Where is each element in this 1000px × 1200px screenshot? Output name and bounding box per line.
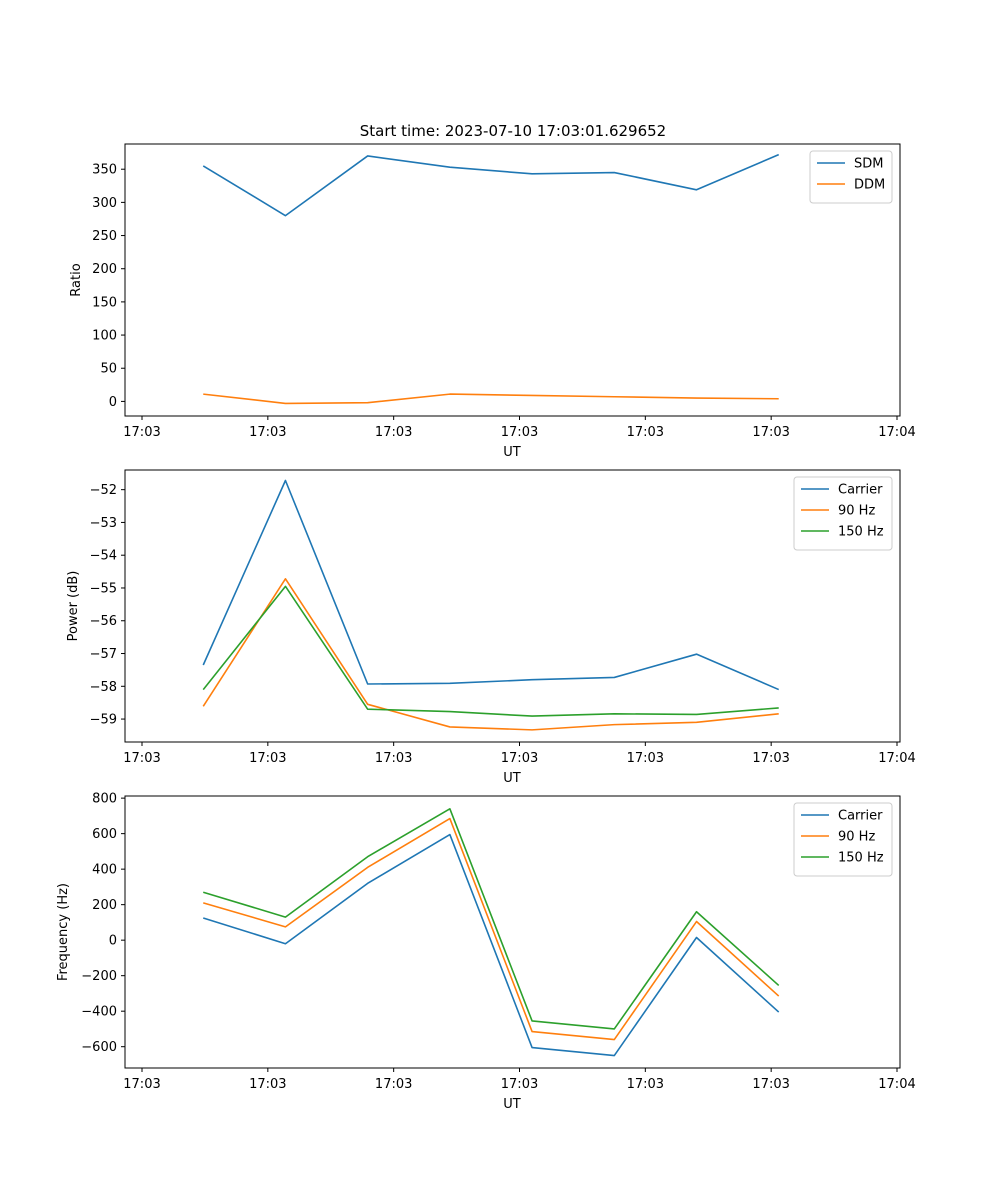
ratio-y-tick-label: 350	[92, 163, 117, 178]
power-x-tick-label: 17:03	[752, 751, 789, 766]
frequency-series-line-carrier	[203, 833, 780, 1057]
ratio-y-tick-label: 100	[92, 329, 117, 344]
ratio-axes-frame	[124, 143, 901, 417]
power-series-line-150-hz	[202, 585, 779, 717]
frequency-y-tick-label: −400	[81, 1005, 117, 1020]
ratio-x-tick-label: 17:03	[501, 425, 538, 440]
power-x-tick-label: 17:04	[878, 751, 915, 766]
frequency-series-line-150-hz	[203, 807, 780, 1030]
ratio-y-axis-label: Ratio	[69, 263, 84, 296]
frequency-y-tick-label: 800	[92, 792, 117, 807]
ratio-panel: 17:03 17:03 17:03 17:03 17:03 17:03 17:04 0 50 10…	[69, 143, 916, 460]
power-y-axis-label: Power (dB)	[66, 571, 81, 642]
frequency-y-tick-label: 200	[92, 898, 117, 913]
frequency-y-axis-label: Frequency (Hz)	[56, 883, 71, 981]
ratio-series-line-sdm	[202, 153, 780, 217]
frequency-x-tick-label: 17:03	[752, 1077, 789, 1092]
power-series-line-carrier	[202, 479, 780, 691]
frequency-x-tick-label: 17:04	[878, 1077, 915, 1092]
ratio-x-tick-label: 17:03	[752, 425, 789, 440]
frequency-legend-label: 150 Hz	[838, 851, 884, 866]
power-y-tick-label: −55	[90, 581, 117, 596]
power-legend-label: 150 Hz	[838, 525, 884, 540]
ratio-legend-label: DDM	[854, 178, 885, 193]
power-legend-label: 90 Hz	[838, 504, 875, 519]
frequency-x-tick-label: 17:03	[123, 1077, 160, 1092]
ratio-y-tick-label: 150	[92, 295, 117, 310]
figure-title: Start time: 2023-07-10 17:03:01.629652	[360, 122, 666, 140]
ratio-x-tick-label: 17:03	[627, 425, 664, 440]
power-y-tick-label: −59	[90, 713, 117, 728]
frequency-legend-label: Carrier	[838, 809, 883, 824]
ratio-y-tick-label: 250	[92, 229, 117, 244]
frequency-x-tick-label: 17:03	[627, 1077, 664, 1092]
power-y-tick-label: −53	[90, 516, 117, 531]
power-x-tick-label: 17:03	[123, 751, 160, 766]
power-y-tick-label: −52	[90, 483, 117, 498]
frequency-axes-frame	[124, 795, 901, 1069]
ratio-legend-label: SDM	[854, 157, 883, 172]
ratio-y-tick-label: 300	[92, 196, 117, 211]
frequency-x-tick-label: 17:03	[501, 1077, 538, 1092]
power-y-tick-label: −54	[90, 549, 117, 564]
ratio-x-tick-label: 17:04	[878, 425, 915, 440]
ratio-x-tick-label: 17:03	[123, 425, 160, 440]
ratio-x-tick-label: 17:03	[375, 425, 412, 440]
frequency-panel: 17:03 17:03 17:03 17:03 17:03 17:03 17:04 −600 −…	[56, 792, 916, 1112]
power-series-line-90-hz	[202, 577, 779, 731]
ratio-x-axis-label: UT	[503, 445, 521, 460]
ratio-y-tick-label: 0	[109, 395, 117, 410]
power-x-axis-label: UT	[503, 771, 521, 786]
frequency-x-tick-label: 17:03	[375, 1077, 412, 1092]
frequency-y-tick-label: 400	[92, 863, 117, 878]
power-x-tick-label: 17:03	[375, 751, 412, 766]
power-x-tick-label: 17:03	[249, 751, 286, 766]
power-x-tick-label: 17:03	[501, 751, 538, 766]
ratio-y-tick-label: 50	[100, 362, 117, 377]
power-legend-label: Carrier	[838, 483, 883, 498]
frequency-legend-label: 90 Hz	[838, 830, 875, 845]
ratio-y-tick-label: 200	[92, 262, 117, 277]
power-panel: 17:03 17:03 17:03 17:03 17:03 17:03 17:04 −59 −5…	[66, 469, 916, 786]
power-axes-frame	[124, 469, 901, 743]
frequency-x-axis-label: UT	[503, 1097, 521, 1112]
frequency-y-tick-label: 600	[92, 827, 117, 842]
ratio-legend	[809, 150, 893, 204]
frequency-y-tick-label: −600	[81, 1040, 117, 1055]
ratio-series-line-ddm	[203, 393, 779, 405]
ratio-x-tick-label: 17:03	[249, 425, 286, 440]
power-y-tick-label: −56	[90, 614, 117, 629]
frequency-y-tick-label: 0	[109, 934, 117, 949]
power-y-tick-label: −57	[90, 647, 117, 662]
frequency-x-tick-label: 17:03	[249, 1077, 286, 1092]
frequency-series-line-90-hz	[203, 817, 780, 1041]
power-y-tick-label: −58	[90, 680, 117, 695]
power-x-tick-label: 17:03	[627, 751, 664, 766]
frequency-y-tick-label: −200	[81, 969, 117, 984]
